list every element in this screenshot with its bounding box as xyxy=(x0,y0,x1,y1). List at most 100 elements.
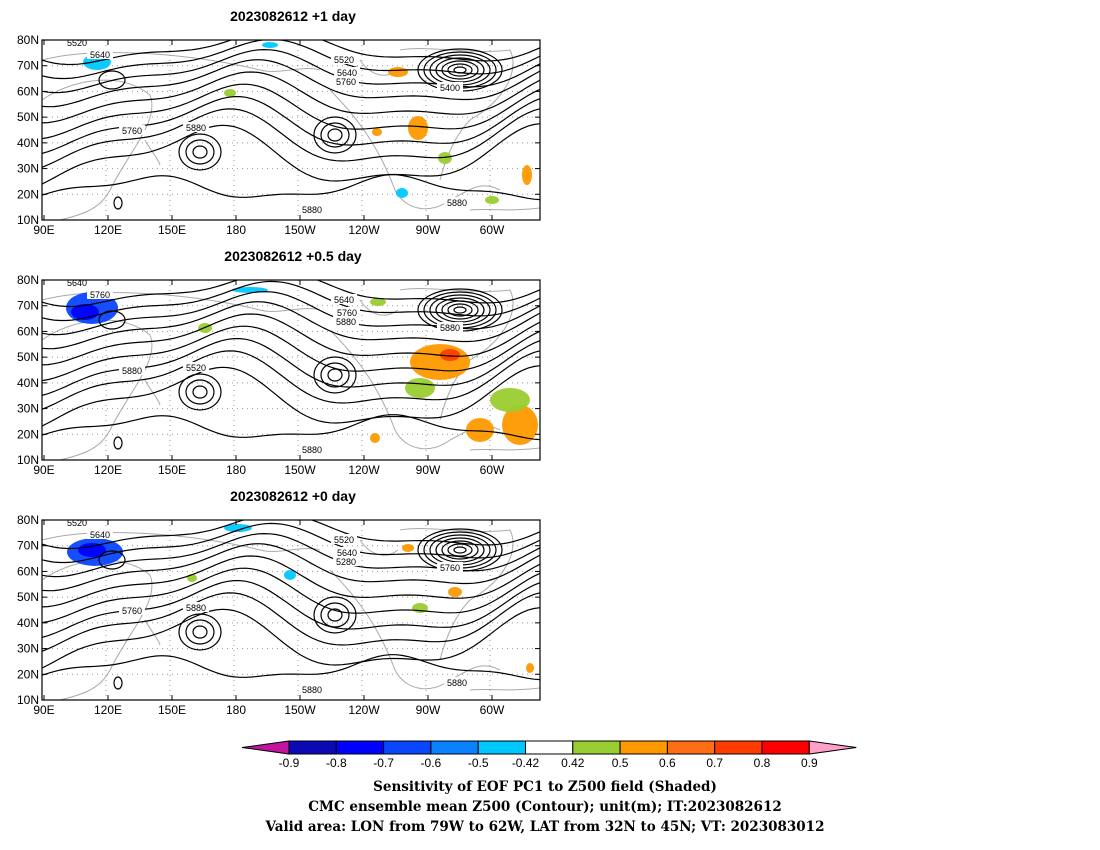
lat-tick-label: 50N xyxy=(17,590,39,604)
map-frame xyxy=(41,279,541,461)
caption-line: Sensitivity of EOF PC1 to Z500 field (Sh… xyxy=(373,779,717,795)
lat-tick-label: 50N xyxy=(17,110,39,124)
colorbar-tick-label: 0.5 xyxy=(612,756,629,770)
contour-label: 5760 xyxy=(122,606,142,616)
lon-tick-label: 150W xyxy=(284,463,316,477)
lat-tick-label: 60N xyxy=(17,564,39,578)
contour-label: 5640 xyxy=(337,68,357,78)
colorbar: -0.9 -0.8 -0.7 -0.6 -0.5 -0.42 0.42 0.5 0.6 0.7 0.… xyxy=(241,740,857,770)
lat-tick-label: 20N xyxy=(17,427,39,441)
lon-tick-label: 120W xyxy=(348,223,380,237)
lon-tick-label: 120W xyxy=(348,463,380,477)
lon-tick-label: 90W xyxy=(416,223,441,237)
colorbar-cell xyxy=(666,740,716,755)
colorbar-cell xyxy=(430,740,479,755)
z500-contours xyxy=(42,40,540,210)
colorbar-cell xyxy=(808,740,857,755)
contour-label: 5880 xyxy=(302,685,322,695)
colorbar-cell xyxy=(241,740,290,755)
colorbar-tick-label: 0.9 xyxy=(801,756,818,770)
lon-tick-label: 120E xyxy=(94,703,122,717)
contour-label: 5880 xyxy=(336,317,356,327)
contour-label: 5640 xyxy=(90,530,110,540)
lat-tick-label: 70N xyxy=(17,299,39,313)
lat-tick-label: 60N xyxy=(17,84,39,98)
colorbar-tick-label: -0.8 xyxy=(326,756,347,770)
contour-label: 5760 xyxy=(440,563,460,573)
contour-label: 5880 xyxy=(186,603,206,613)
colorbar-tick-label: -0.9 xyxy=(279,756,300,770)
map-frame xyxy=(41,519,541,701)
lon-tick-label: 90E xyxy=(33,463,54,477)
colorbar-tick-label: -0.6 xyxy=(421,756,442,770)
colorbar-tick-label: -0.42 xyxy=(512,756,540,770)
lon-tick-label: 90E xyxy=(33,703,54,717)
contour-label: 5640 xyxy=(90,50,110,60)
lon-tick-label: 150E xyxy=(158,223,186,237)
contour-label: 5520 xyxy=(334,535,354,545)
contour-label: 5520 xyxy=(186,363,206,373)
contour-label: 5760 xyxy=(122,126,142,136)
colorbar-cell xyxy=(572,740,621,755)
colorbar-cell xyxy=(288,740,337,755)
contour-label: 5880 xyxy=(447,678,467,688)
contour-label: 5760 xyxy=(336,77,356,87)
colorbar-tick-label: 0.42 xyxy=(561,756,585,770)
lon-tick-label: 180 xyxy=(226,463,246,477)
contour-label: 5880 xyxy=(440,323,460,333)
caption-line: Valid area: LON from 79W to 62W, LAT fro… xyxy=(265,819,825,835)
sensitivity-shading xyxy=(67,524,534,673)
contour-label: 5880 xyxy=(186,123,206,133)
lat-tick-label: 60N xyxy=(17,324,39,338)
sensitivity-shading xyxy=(83,42,532,204)
lat-tick-label: 50N xyxy=(17,350,39,364)
contour-label: 5520 xyxy=(67,38,87,48)
contour-label: 5760 xyxy=(337,308,357,318)
colorbar-cell xyxy=(761,740,810,755)
lat-tick-label: 10N xyxy=(17,693,39,707)
lon-tick-label: 150E xyxy=(158,463,186,477)
panel-title: 2023082612 +0 day xyxy=(230,488,356,504)
contour-label: 5520 xyxy=(67,518,87,528)
z500-contours xyxy=(42,520,540,690)
lat-tick-label: 70N xyxy=(17,539,39,553)
contour-label: 5280 xyxy=(336,557,356,567)
contour-label: 5640 xyxy=(334,295,354,305)
lon-tick-label: 150E xyxy=(158,703,186,717)
lon-tick-label: 120E xyxy=(94,463,122,477)
panel-title: 2023082612 +1 day xyxy=(230,8,356,24)
lat-tick-label: 80N xyxy=(17,273,39,287)
contour-label: 5640 xyxy=(337,548,357,558)
lon-tick-label: 90W xyxy=(416,463,441,477)
lat-tick-label: 30N xyxy=(17,642,39,656)
lat-tick-label: 80N xyxy=(17,513,39,527)
lat-tick-label: 30N xyxy=(17,162,39,176)
contour-label: 5400 xyxy=(440,83,460,93)
lat-tick-label: 40N xyxy=(17,616,39,630)
lon-tick-label: 60W xyxy=(480,223,505,237)
colorbar-tick-label: 0.7 xyxy=(706,756,723,770)
colorbar-cell xyxy=(335,740,385,755)
colorbar-cell xyxy=(525,740,574,755)
colorbar-cell xyxy=(477,740,527,755)
colorbar-cell xyxy=(383,740,432,755)
colorbar-tick-label: -0.5 xyxy=(468,756,489,770)
colorbar-tick-label: 0.8 xyxy=(754,756,771,770)
colorbar-cell xyxy=(714,740,763,755)
lat-tick-label: 30N xyxy=(17,402,39,416)
lat-tick-label: 10N xyxy=(17,453,39,467)
contour-label: 5880 xyxy=(302,445,322,455)
contour-label: 5640 xyxy=(67,278,87,288)
lon-tick-label: 120E xyxy=(94,223,122,237)
lon-tick-label: 150W xyxy=(284,703,316,717)
lat-tick-label: 20N xyxy=(17,187,39,201)
lon-tick-label: 60W xyxy=(480,703,505,717)
lon-tick-label: 180 xyxy=(226,223,246,237)
colorbar-tick-label: -0.7 xyxy=(373,756,394,770)
panel-title: 2023082612 +0.5 day xyxy=(224,248,362,264)
lat-tick-label: 40N xyxy=(17,376,39,390)
